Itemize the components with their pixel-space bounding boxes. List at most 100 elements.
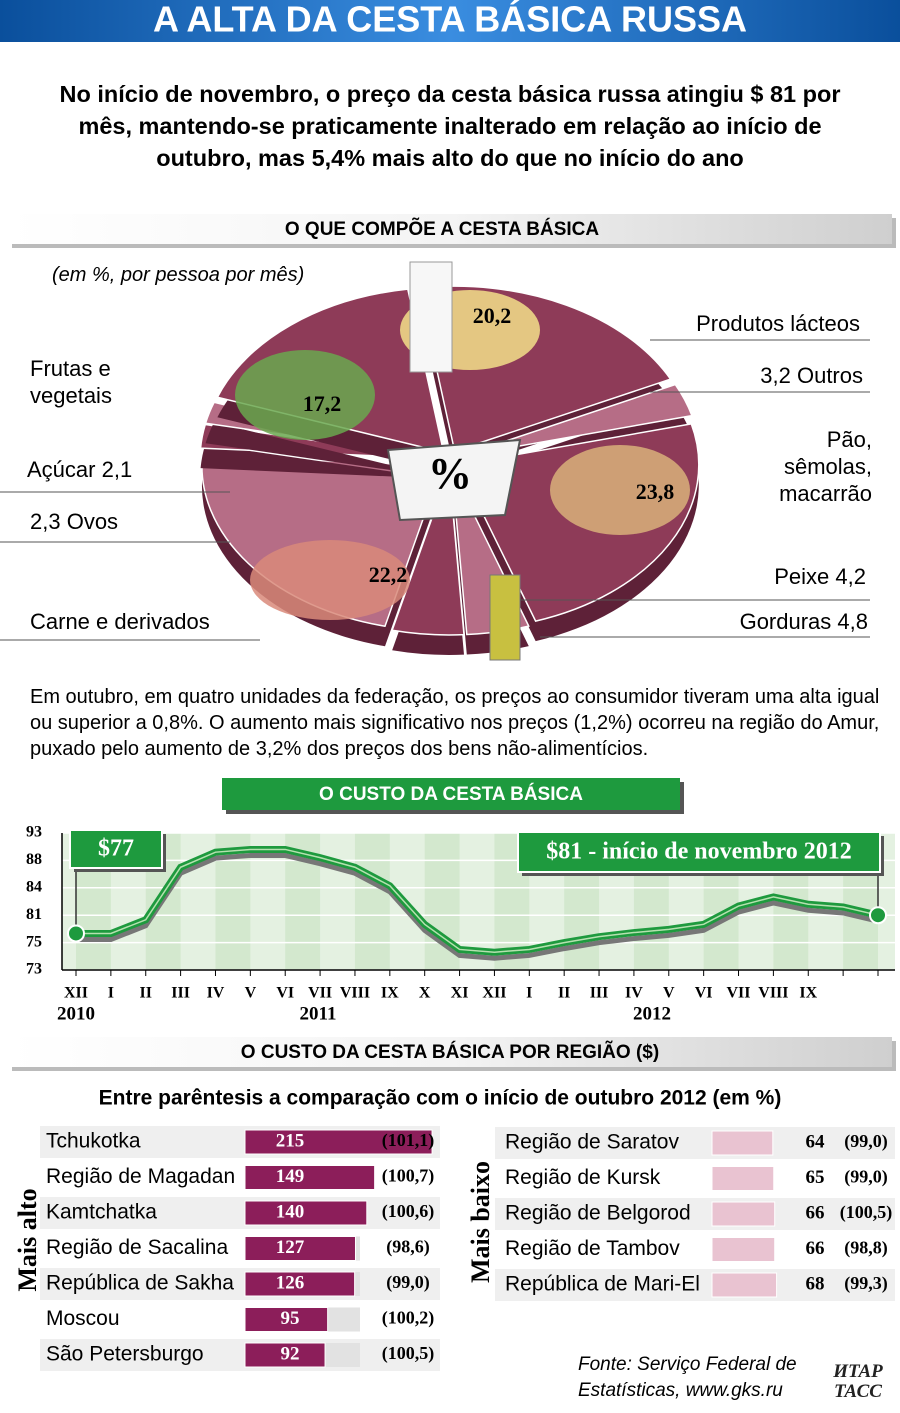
category-label: Peixe 4,2: [774, 564, 866, 589]
category-label-part: 2,3: [30, 509, 61, 534]
header-band: [8, 1037, 892, 1067]
value-label: 140: [276, 1201, 305, 1222]
category-label: Tchukotka: [46, 1130, 141, 1153]
x-tick-label: IX: [799, 985, 817, 1002]
group-label: Mais baixo: [466, 1161, 495, 1283]
category-label: República de Mari-El: [505, 1273, 700, 1296]
category-label-part: Peixe: [774, 564, 829, 589]
y-tick-label: 75: [26, 933, 42, 950]
bar: [244, 1200, 368, 1226]
x-tick-label: VI: [695, 985, 713, 1002]
comparison-label: (100,5): [382, 1343, 435, 1364]
food-illustration: [550, 445, 690, 535]
row-band: [40, 1339, 440, 1371]
bar: [244, 1165, 376, 1190]
y-tick-label: 81: [26, 906, 42, 923]
value-label: 64: [806, 1131, 826, 1152]
subtitle: No início de novembro, o preço da cesta …: [59, 81, 841, 171]
category-label: Gorduras 4,8: [740, 609, 868, 634]
value-label: 68: [806, 1273, 825, 1294]
paragraph: Em outubro, em quatro unidades da federa…: [30, 686, 880, 760]
annotation: $81 - início de novembro 2012: [546, 839, 852, 865]
section-title: O QUE COMPÕE A CESTA BÁSICA: [285, 218, 600, 240]
category-label: Pão, sêmolas, macarrão: [779, 427, 872, 506]
plot-band: [354, 833, 390, 970]
x-tick-label: I: [108, 985, 114, 1002]
comparison-label: (101,1): [382, 1130, 435, 1151]
category-label-part: 3,2: [760, 363, 791, 388]
category-label: Região de Sacalina: [46, 1236, 228, 1259]
y-tick-label: 73: [26, 961, 42, 978]
point: [869, 906, 887, 925]
x-tick-label: V: [663, 985, 675, 1002]
bar: [244, 1307, 329, 1332]
category-label-part: Gorduras: [740, 609, 832, 634]
category-label: Frutas e vegetais: [30, 356, 112, 408]
row-band: [495, 1127, 895, 1159]
value-label: 95: [281, 1308, 300, 1329]
value-label: 23,8: [636, 479, 675, 504]
category-label: Região de Kursk: [505, 1166, 661, 1189]
category-label: 2,3 Ovos: [30, 509, 118, 534]
year-label: 2011: [300, 1003, 337, 1024]
x-tick-label: X: [419, 985, 431, 1002]
source: Fonte: Serviço Federal de Estatísticas, …: [578, 1354, 797, 1401]
header-band: [222, 778, 680, 810]
x-tick-label: VIII: [340, 985, 370, 1002]
category-label: Moscou: [46, 1307, 120, 1330]
comparison-label: (99,3): [844, 1273, 888, 1294]
value-label: 127: [276, 1237, 305, 1258]
bar: [244, 1271, 356, 1297]
x-tick-label: II: [140, 985, 152, 1002]
milk-illustration: [409, 261, 453, 373]
food-illustration: [235, 350, 375, 440]
logo: ИТАР ТАСС: [833, 1361, 883, 1402]
x-tick-label: VII: [308, 985, 332, 1002]
category-label: República de Sakha: [46, 1272, 234, 1295]
x-tick-label: IV: [625, 985, 643, 1002]
value-label: 215: [276, 1130, 305, 1151]
comparison-label: (100,6): [382, 1201, 435, 1222]
x-tick-label: XI: [451, 985, 469, 1002]
value-label: 126: [276, 1272, 305, 1293]
comparison-label: (98,8): [844, 1238, 888, 1259]
bar: [711, 1237, 776, 1262]
category-label: Açúcar 2,1: [27, 457, 132, 482]
pie-slice: [459, 383, 693, 458]
x-tick-label: III: [590, 985, 609, 1002]
category-label: Região de Belgorod: [505, 1202, 691, 1225]
value-label: 149: [276, 1166, 305, 1187]
value-label: 66: [806, 1238, 825, 1259]
food-illustration: [250, 540, 410, 620]
category-label: Produtos lácteos: [696, 311, 860, 336]
bar: [244, 1342, 326, 1368]
category-label: Região de Tambov: [505, 1237, 680, 1260]
x-tick-label: II: [558, 985, 570, 1002]
category-label: Kamtchatka: [46, 1201, 157, 1224]
category-label: Carne e derivados: [30, 609, 210, 634]
title-band: [0, 0, 900, 42]
bar: [244, 1129, 433, 1155]
bar: [244, 1236, 356, 1261]
basket: [386, 438, 522, 522]
value-label: 20,2: [473, 303, 512, 328]
section-title: O CUSTO DA CESTA BÁSICA: [319, 783, 583, 805]
title: A ALTA DA CESTA BÁSICA RUSSA: [153, 0, 747, 40]
category-label-part: 4,2: [829, 564, 866, 589]
x-tick-label: III: [171, 985, 190, 1002]
category-label-part: Ovos: [61, 509, 118, 534]
line-shadow: [76, 852, 879, 961]
x-tick-label: IX: [381, 985, 399, 1002]
row-band: [495, 1269, 895, 1301]
x-tick-label: XII: [64, 985, 88, 1002]
header-band: [8, 214, 892, 244]
pie-slice-side: [200, 444, 441, 479]
category-label-part: Açúcar: [27, 457, 95, 482]
value-label: 22,2: [369, 562, 408, 587]
row-band: [40, 1268, 440, 1300]
y-tick-label: 84: [26, 878, 42, 895]
bar: [711, 1130, 774, 1156]
x-tick-label: IV: [207, 985, 225, 1002]
category-label: São Petersburgo: [46, 1343, 204, 1366]
